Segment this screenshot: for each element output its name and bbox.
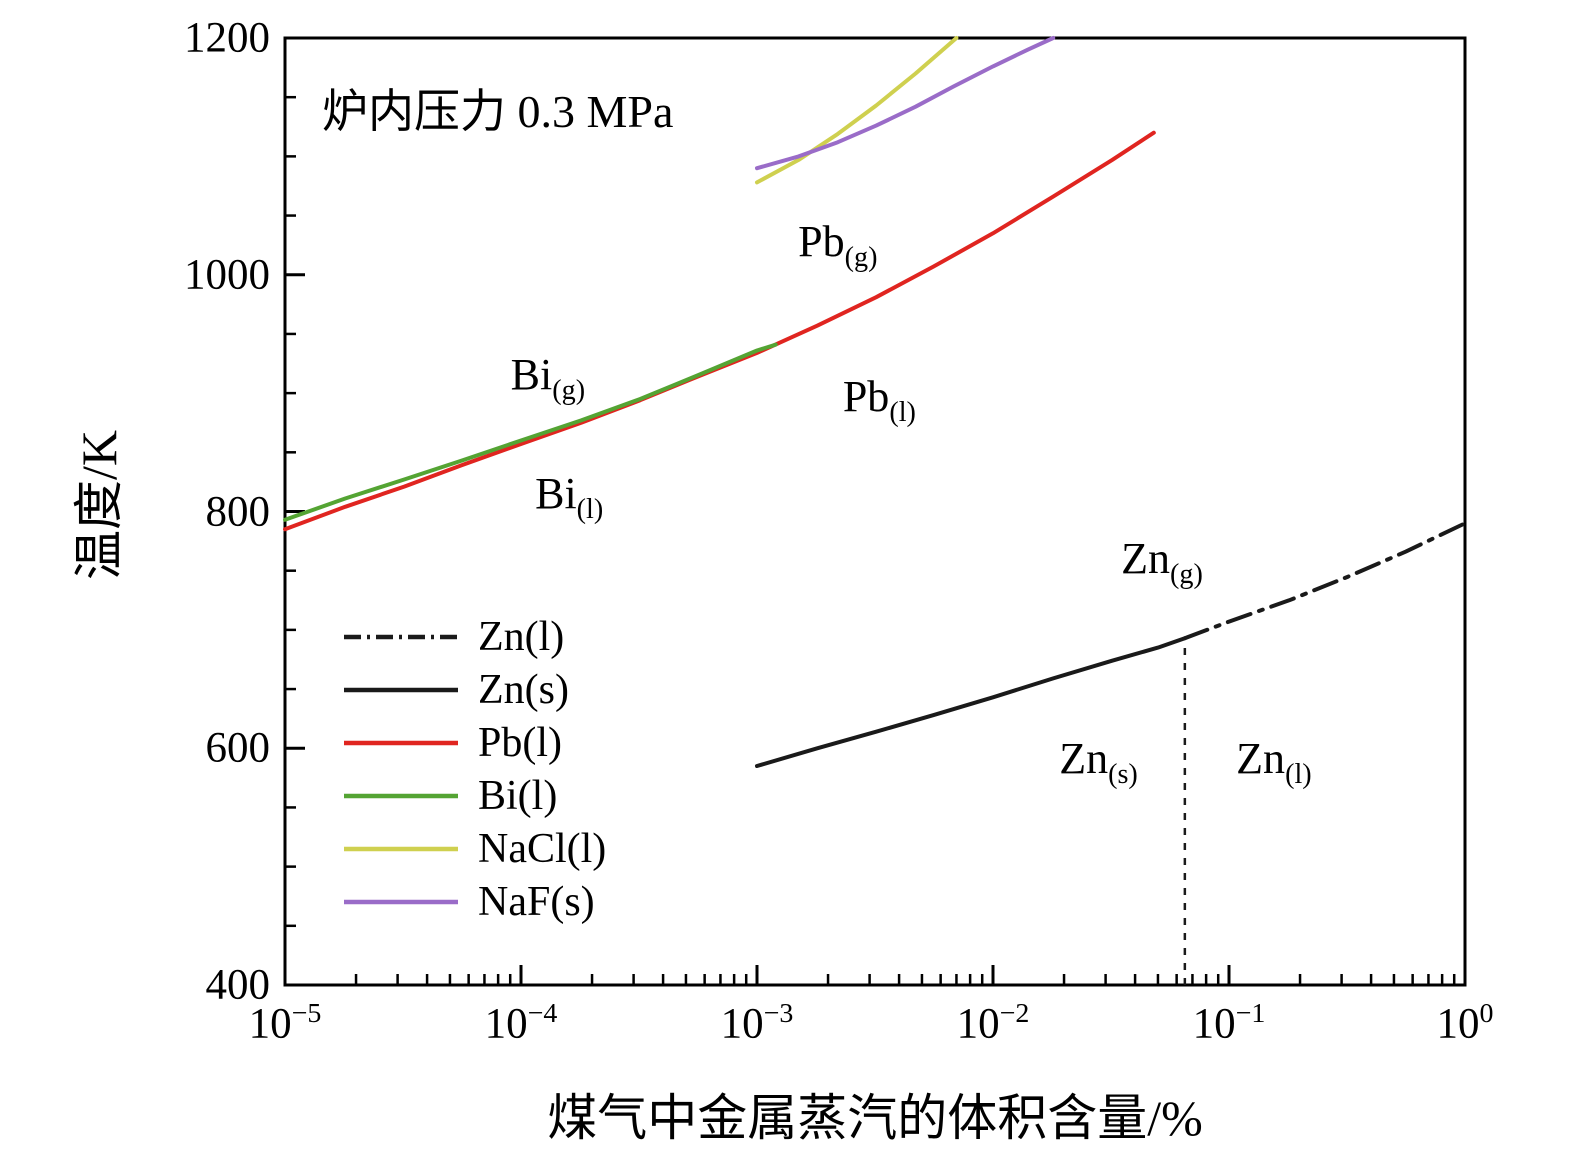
y-tick-label: 1200 xyxy=(184,14,270,62)
series-pb-l-line xyxy=(283,130,1156,532)
legend-line-sample-zn-l xyxy=(344,634,458,639)
legend-label: Pb(l) xyxy=(478,719,562,766)
legend-item-zn-s: Zn(s) xyxy=(342,663,606,716)
series-nacl-l-line xyxy=(755,36,959,185)
legend-line-sample-pb-l xyxy=(344,740,458,745)
legend-item-bi-l: Bi(l) xyxy=(342,769,606,822)
legend-label: Bi(l) xyxy=(478,772,558,819)
x-tick-label: 100 xyxy=(1436,998,1494,1048)
annotation-bi-l: Bi(l) xyxy=(535,469,604,526)
legend-item-nacl-l: NaCl(l) xyxy=(342,822,606,875)
x-tick-label: 10−4 xyxy=(484,998,558,1048)
y-tick-label: 600 xyxy=(205,724,271,772)
annotation-zn-l: Zn(l) xyxy=(1236,734,1312,791)
series-zn-s-line xyxy=(755,636,1187,768)
x-tick-label: 10−1 xyxy=(1192,998,1266,1048)
annotation-bi-g: Bi(g) xyxy=(510,349,586,406)
series-bi-l-line xyxy=(283,342,778,522)
legend-item-pb-l: Pb(l) xyxy=(342,716,606,769)
x-axis-title: 煤气中金属蒸汽的体积含量/% xyxy=(547,1090,1203,1146)
annotation-pb-l: Pb(l) xyxy=(842,372,916,429)
y-tick-label: 800 xyxy=(205,488,271,535)
pressure-annotation: 炉内压力 0.3 MPa xyxy=(322,86,674,137)
legend-label: Zn(l) xyxy=(478,613,565,660)
legend-line-sample-zn-s xyxy=(344,687,458,692)
legend-line-sample-bi-l xyxy=(344,793,458,798)
legend-line-sample-naf-s xyxy=(344,899,458,904)
legend-item-zn-l: Zn(l) xyxy=(342,610,606,663)
series-naf-s-line xyxy=(755,36,1056,171)
legend-line-sample-nacl-l xyxy=(344,846,458,851)
legend-label: Zn(s) xyxy=(478,666,569,713)
annotation-zn-s: Zn(s) xyxy=(1059,734,1138,791)
legend-label: NaCl(l) xyxy=(478,825,607,872)
legend-label: NaF(s) xyxy=(478,878,595,925)
x-tick-label: 10−5 xyxy=(248,998,322,1048)
legend-item-naf-s: NaF(s) xyxy=(342,875,606,928)
legend: Zn(l) Zn(s) Pb(l) Bi(l) NaCl(l) NaF(s) xyxy=(342,610,606,928)
annotation-pb-g: Pb(g) xyxy=(798,217,878,274)
x-tick-label: 10−2 xyxy=(956,998,1030,1048)
y-tick-label: 1000 xyxy=(184,251,270,299)
annotation-zn-g: Zn(g) xyxy=(1121,534,1203,591)
y-axis-title: 温度/K xyxy=(71,430,127,580)
x-tick-label: 10−3 xyxy=(720,998,794,1048)
series-zn-l-line xyxy=(1182,521,1467,641)
y-tick-label: 400 xyxy=(205,961,271,1009)
